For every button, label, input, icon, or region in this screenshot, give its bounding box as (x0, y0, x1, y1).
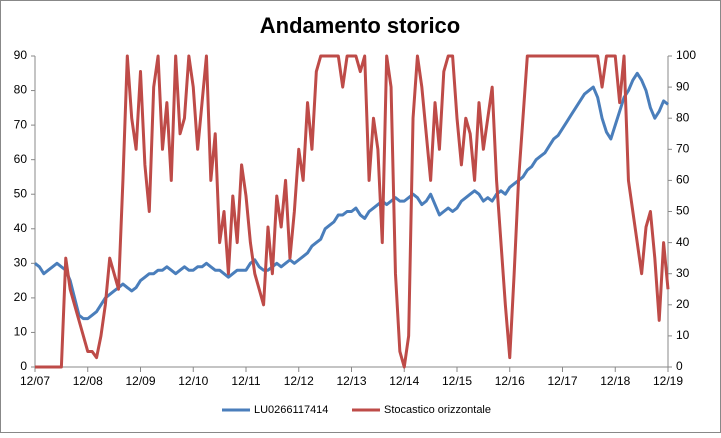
x-tick-label: 12/15 (442, 374, 472, 388)
y2-tick-label: 30 (676, 266, 690, 280)
series-line (35, 54, 670, 369)
y-tick-label: 0 (20, 359, 27, 373)
y2-tick-label: 80 (676, 110, 690, 124)
y2-tick-label: 60 (676, 173, 690, 187)
x-tick-label: 12/16 (495, 374, 525, 388)
x-tick-label: 12/19 (653, 374, 683, 388)
y2-tick-label: 40 (676, 235, 690, 249)
x-tick-label: 12/17 (547, 374, 577, 388)
y-tick-label: 30 (14, 256, 28, 270)
x-tick-label: 12/14 (389, 374, 419, 388)
chart-title: Andamento storico (260, 13, 460, 38)
y2-tick-label: 90 (676, 79, 690, 93)
x-tick-label: 12/09 (125, 374, 155, 388)
legend-label: Stocastico orizzontale (384, 404, 491, 416)
y2-tick-label: 100 (676, 48, 696, 62)
y2-tick-label: 50 (676, 204, 690, 218)
x-tick-label: 12/10 (178, 374, 208, 388)
x-tick-label: 12/08 (73, 374, 103, 388)
y-tick-label: 70 (14, 117, 28, 131)
x-tick-label: 12/11 (231, 374, 260, 388)
y2-tick-label: 10 (676, 328, 690, 342)
y2-tick-label: 0 (676, 359, 683, 373)
x-tick-label: 12/07 (20, 374, 50, 388)
series-line (34, 71, 669, 321)
x-tick-label: 12/13 (336, 374, 366, 388)
y-tick-label: 20 (14, 290, 28, 304)
y-tick-label: 40 (14, 221, 28, 235)
y-tick-label: 50 (14, 186, 28, 200)
x-tick-label: 12/12 (284, 374, 314, 388)
x-tick-label: 12/18 (600, 374, 630, 388)
y-tick-label: 90 (14, 48, 28, 62)
y2-tick-label: 20 (676, 297, 690, 311)
y-tick-label: 60 (14, 152, 28, 166)
y2-tick-label: 70 (676, 141, 690, 155)
y-tick-label: 10 (14, 325, 28, 339)
legend-label: LU0266117414 (254, 404, 328, 416)
y-tick-label: 80 (14, 83, 28, 97)
